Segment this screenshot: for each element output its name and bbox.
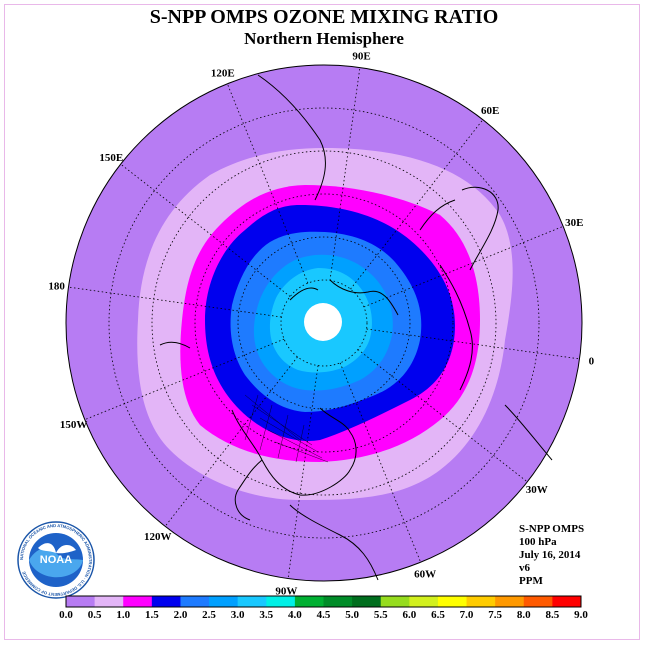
longitude-label-30w: 30W	[526, 484, 548, 496]
longitude-label-0: 0	[589, 356, 595, 368]
longitude-label-30e: 30E	[565, 217, 583, 229]
longitude-label-150w: 150W	[60, 419, 88, 431]
colorbar-tick-label: 8.0	[516, 609, 531, 621]
info-date: July 16, 2014	[519, 549, 581, 561]
colorbar-tick-label: 1.0	[116, 609, 131, 621]
colorbar-tick-label: 8.5	[545, 609, 560, 621]
polar-gap	[304, 303, 342, 341]
colorbar-tick-label: 1.5	[144, 609, 159, 621]
figure-frame	[4, 4, 640, 640]
us-state-boundaries	[244, 394, 329, 463]
colorbar-labels: 0.0 0.5 1.0 1.5 2.0 2.5 3.0 3.5 4.0 4.5 5.0 5.5 6.0 6…	[0, 609, 648, 623]
graticule	[68, 67, 580, 579]
colorbar-tick-label: 5.0	[345, 609, 359, 621]
colorbar-tick-label: 0.0	[59, 609, 73, 621]
noaa-logo: NOAA NATIONAL OCEANIC AND ATMOSPHERIC AD…	[17, 521, 95, 599]
colorbar-tick-label: 6.5	[431, 609, 445, 621]
longitude-label-60w: 60W	[414, 568, 436, 580]
colorbar-tick-label: 6.0	[402, 609, 417, 621]
colorbar-tick-label: 5.5	[373, 609, 388, 621]
map-title: S-NPP OMPS OZONE MIXING RATIO	[149, 6, 499, 28]
colorbar-tick-label: 4.0	[288, 609, 302, 621]
info-version: v6	[519, 562, 530, 574]
longitude-label-120w: 120W	[144, 531, 172, 543]
longitude-label-120e: 120E	[211, 68, 235, 80]
colorbar-tick-label: 2.5	[202, 609, 216, 621]
longitude-label-180: 180	[48, 280, 65, 292]
colorbar-tick-label: 3.0	[230, 609, 245, 621]
map-subtitle: Northern Hemisphere	[244, 29, 404, 48]
info-instrument: S-NPP OMPS	[519, 523, 585, 535]
colorbar-tick-label: 2.0	[173, 609, 188, 621]
map-boundary	[65, 64, 583, 582]
colorbar-tick-label: 9.0	[574, 609, 588, 621]
info-block: S-NPP OMPS 100 hPa July 16, 2014 v6 PPM	[519, 523, 584, 588]
longitude-label-90e: 90E	[352, 51, 370, 63]
info-units: PPM	[519, 575, 543, 587]
longitude-labels: 90E 60E 30E 0 30W 60W 90W 120W 150W 180 150E 120E	[48, 51, 594, 598]
longitude-label-60e: 60E	[481, 105, 499, 117]
colorbar-tick-label: 7.5	[488, 609, 503, 621]
noaa-logo-text: NOAA	[40, 554, 72, 566]
colorbar-tick-label: 7.0	[459, 609, 474, 621]
colorbar-tick-label: 3.5	[259, 609, 274, 621]
coastlines	[159, 74, 553, 581]
longitude-label-90w: 90W	[275, 585, 297, 597]
colorbar-tick-label: 4.5	[316, 609, 331, 621]
colorbar-tick-label: 0.5	[87, 609, 102, 621]
info-level: 100 hPa	[519, 536, 557, 548]
longitude-label-150e: 150E	[99, 152, 123, 164]
